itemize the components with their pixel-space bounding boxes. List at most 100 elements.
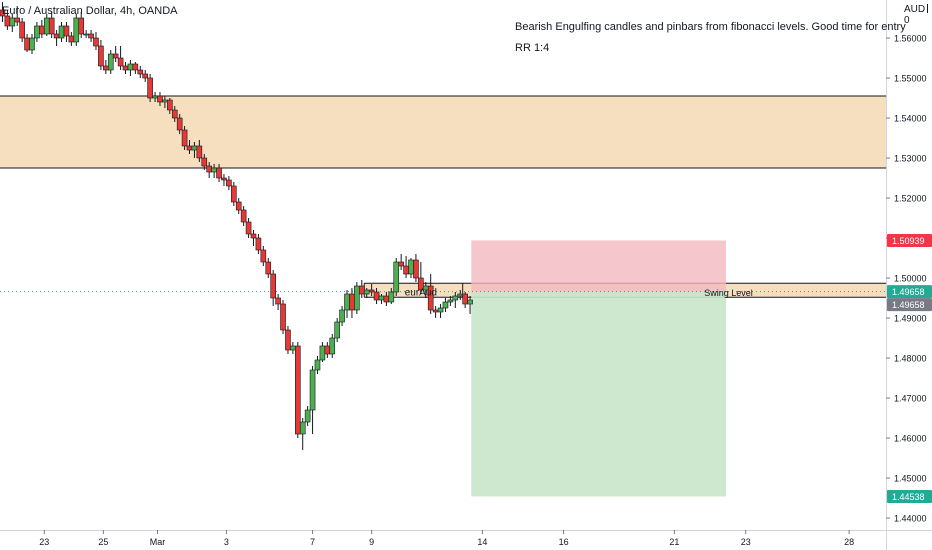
candle-body: [39, 25, 45, 35]
candle-body: [14, 17, 21, 23]
candle-body: [196, 145, 203, 159]
currency-label[interactable]: AUD0: [904, 4, 932, 26]
candle-body: [388, 291, 395, 303]
y-tick-label: 1.56000: [894, 34, 927, 44]
candle-body: [319, 345, 326, 361]
y-tick-label: 1.50000: [894, 274, 927, 284]
candle-body: [314, 359, 321, 371]
candle-body: [93, 37, 99, 47]
stop-loss-zone: [471, 240, 727, 292]
currency-suffix: 0: [904, 15, 910, 26]
candle-body: [235, 201, 242, 211]
candle-body: [339, 309, 345, 323]
candle-body: [437, 307, 444, 313]
currency-code: AUD: [904, 4, 926, 15]
y-tick-label: 1.49000: [894, 314, 927, 324]
candle-body: [378, 295, 385, 301]
x-tick-label: 7: [310, 537, 315, 547]
candle-body: [122, 65, 129, 71]
candle-body: [462, 293, 468, 305]
x-tick-label: Mar: [150, 537, 166, 547]
y-tick-label: 1.45000: [894, 474, 927, 484]
candle-body: [442, 301, 449, 309]
candle-body: [0, 9, 6, 17]
candle-body: [418, 277, 424, 291]
candle-body: [83, 33, 89, 36]
candle-body: [309, 369, 316, 411]
take-profit-zone: [471, 291, 727, 497]
x-tick-label: 28: [844, 537, 854, 547]
candle-body: [363, 289, 370, 295]
candle-body: [186, 145, 193, 151]
divider: [927, 4, 929, 13]
price-badge-stop: [887, 233, 932, 247]
y-tick-label: 1.46000: [894, 434, 927, 444]
candle-body: [112, 53, 119, 59]
zone-text-label: eurAud: [405, 288, 437, 299]
price-badge-price: [887, 489, 932, 503]
candle-body: [58, 25, 65, 39]
candle-body: [24, 37, 30, 51]
candle-body: [260, 249, 267, 263]
candle-body: [447, 299, 454, 303]
candle-body: [452, 295, 459, 301]
candle-body: [142, 73, 149, 79]
y-tick-label: 1.48000: [894, 354, 927, 364]
price-badge-text: 1.44538: [892, 492, 925, 502]
x-tick-label: 14: [477, 537, 487, 547]
candle-body: [103, 65, 109, 71]
idea-note-line2: RR 1:4: [515, 42, 550, 54]
x-tick-label: 23: [39, 537, 49, 547]
candle-body: [107, 53, 114, 71]
candle-body: [398, 261, 404, 267]
candle-body: [255, 237, 262, 251]
y-tick-label: 1.54000: [894, 114, 927, 124]
x-tick-label: 25: [98, 537, 108, 547]
candle-body: [354, 285, 360, 311]
price-badge-price: [887, 285, 932, 299]
candle-body: [432, 309, 439, 313]
price-badge-text: 1.50939: [892, 236, 925, 246]
price-badge-text: 1.49658: [892, 300, 925, 310]
candle-body: [34, 25, 40, 39]
candle-body: [132, 63, 139, 71]
candle-body: [152, 95, 158, 99]
y-tick-label: 1.44000: [894, 514, 927, 524]
candle-body: [53, 33, 60, 39]
candle-body: [176, 117, 183, 131]
zone-supply: [0, 96, 886, 168]
candle-body: [88, 33, 94, 39]
candle-body: [358, 285, 365, 295]
candle-body: [408, 259, 414, 275]
candle-body: [250, 233, 257, 239]
candle-body: [304, 409, 311, 423]
candle-body: [368, 289, 375, 293]
candle-body: [43, 17, 50, 35]
candle-body: [19, 21, 25, 39]
x-tick-label: 16: [559, 537, 569, 547]
candle-body: [226, 179, 232, 187]
candle-body: [427, 285, 434, 311]
candle-body: [275, 297, 281, 305]
candle-body: [201, 157, 208, 167]
x-tick-label: 23: [741, 537, 751, 547]
candle-body: [403, 265, 409, 275]
candle-body: [211, 167, 217, 173]
candle-body: [98, 45, 104, 67]
candle-body: [285, 329, 291, 351]
candle-body: [221, 177, 227, 181]
candle-body: [206, 165, 212, 173]
symbol-title: Euro / Australian Dollar, 4h, OANDA: [2, 5, 178, 17]
candle-body: [290, 345, 296, 351]
price-badge-last: [887, 298, 932, 312]
candle-body: [73, 17, 80, 43]
candle-body: [171, 109, 178, 119]
candle-body: [280, 303, 286, 331]
x-tick-label: 21: [669, 537, 679, 547]
candle-body: [167, 99, 173, 111]
candle-body: [48, 17, 55, 35]
price-badge-text: 1.49658: [892, 287, 925, 297]
y-tick-label: 1.52000: [894, 194, 927, 204]
candle-body: [457, 293, 464, 297]
